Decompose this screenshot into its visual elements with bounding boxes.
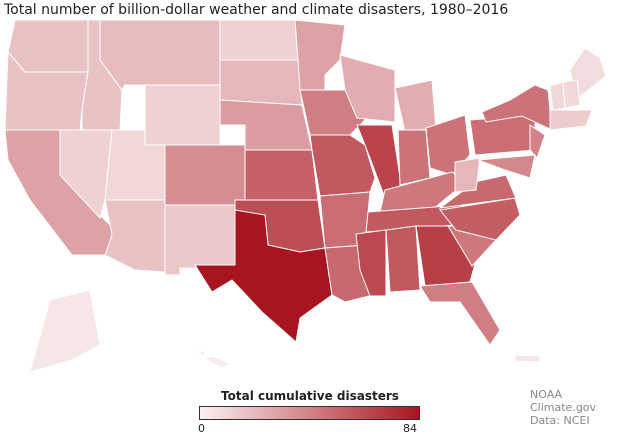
state-nd xyxy=(219,19,299,61)
credit: NOAA Climate.gov Data: NCEI xyxy=(530,388,620,427)
state-fl xyxy=(419,281,501,346)
state-mi xyxy=(394,79,437,133)
state-wi xyxy=(339,54,396,123)
state-mo xyxy=(309,134,376,197)
state-wy xyxy=(144,84,221,146)
legend-max-label: 84 xyxy=(403,422,417,435)
credit-data: Data: NCEI xyxy=(530,414,590,427)
state-az xyxy=(104,199,166,273)
state-co xyxy=(164,144,246,206)
state-al xyxy=(385,225,421,293)
state-ks xyxy=(244,149,319,201)
state-pr xyxy=(514,354,541,363)
state-ms xyxy=(355,229,387,297)
state-ma xyxy=(549,109,593,131)
state-nj xyxy=(529,124,546,159)
legend-min-label: 0 xyxy=(198,422,205,435)
state-ne xyxy=(219,99,313,151)
state-sd xyxy=(219,59,303,106)
legend-title: Total cumulative disasters xyxy=(221,389,399,403)
state-hi xyxy=(194,349,232,369)
legend-color-bar xyxy=(199,406,420,420)
state-mt xyxy=(99,19,221,91)
state-nh xyxy=(562,79,581,109)
state-tx xyxy=(194,209,333,343)
state-vt xyxy=(549,81,566,111)
state-ak xyxy=(29,289,101,373)
state-wv xyxy=(454,157,481,193)
state-in xyxy=(397,129,431,186)
credit-source: NOAA Climate.gov xyxy=(530,388,597,414)
state-md xyxy=(477,154,536,179)
state-mn xyxy=(294,19,346,91)
state-pa xyxy=(469,114,536,156)
map-title: Total number of billion-dollar weather a… xyxy=(4,2,509,18)
state-wa xyxy=(7,19,89,73)
state-me xyxy=(569,47,607,101)
